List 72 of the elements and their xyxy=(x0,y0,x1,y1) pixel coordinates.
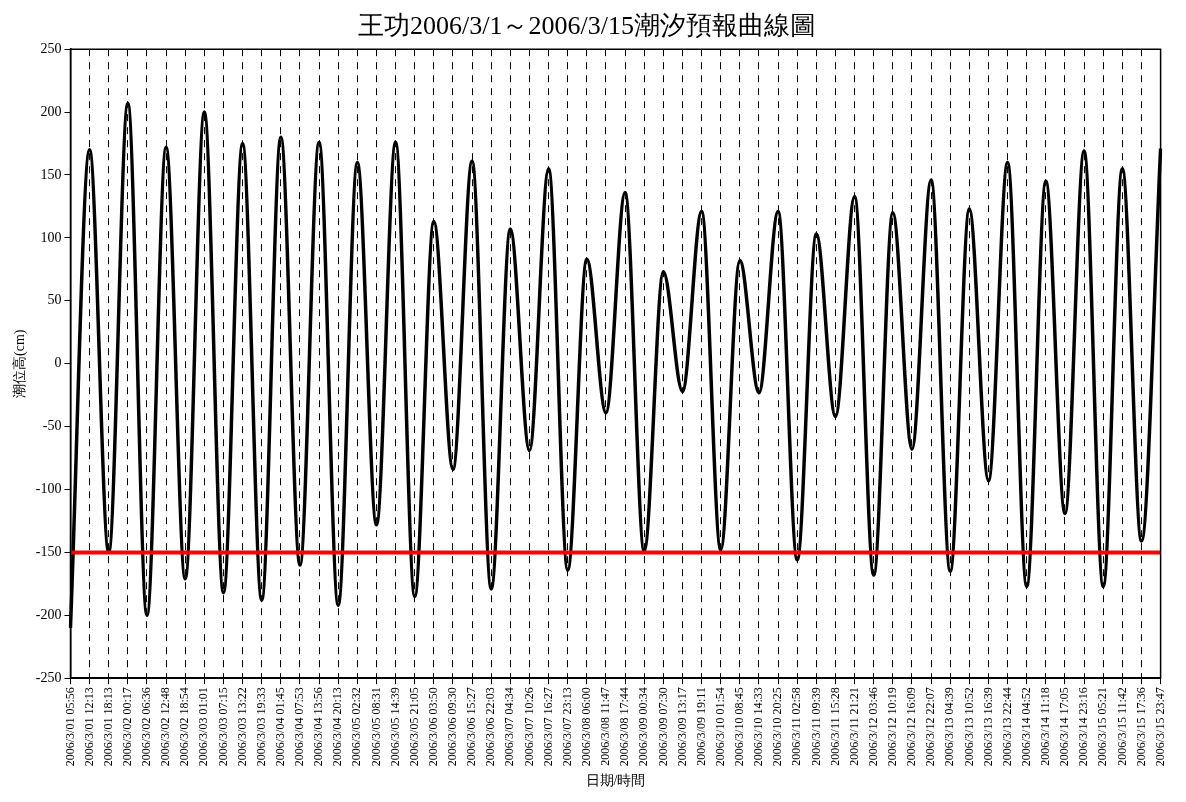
y-tick-label: -250 xyxy=(35,669,62,685)
x-tick-label: 2006/3/06 22:03 xyxy=(483,687,498,767)
y-tick-label: -200 xyxy=(35,606,62,622)
x-tick-label: 2006/3/02 00:17 xyxy=(119,687,134,767)
x-tick-label: 2006/3/06 03:50 xyxy=(426,687,440,767)
x-tick-label: 2006/3/13 04:39 xyxy=(942,687,957,767)
y-tick-label: 150 xyxy=(40,166,62,182)
x-tick-label: 2006/3/03 01:01 xyxy=(196,687,211,767)
y-tick-label: 200 xyxy=(40,103,62,119)
x-tick-label: 2006/3/15 05:21 xyxy=(1095,687,1110,767)
y-tick-label: 50 xyxy=(47,292,62,308)
x-tick-label: 2006/3/09 07:30 xyxy=(655,687,670,767)
x-tick-label: 2006/3/04 01:45 xyxy=(273,687,287,767)
x-tick-label: 2006/3/02 06:36 xyxy=(139,687,154,767)
x-tick-label: 2006/3/05 08:31 xyxy=(368,687,383,767)
x-tick-label: 2006/3/14 11:18 xyxy=(1038,687,1052,766)
x-tick-label: 2006/3/10 01:54 xyxy=(712,687,727,767)
x-tick-label: 2006/3/02 18:54 xyxy=(177,687,192,767)
x-tick-label: 2006/3/11 21:21 xyxy=(846,687,861,766)
x-tick-label: 2006/3/07 23:13 xyxy=(559,687,574,767)
x-tick-label: 2006/3/11 02:58 xyxy=(789,687,804,766)
y-tick-label: 100 xyxy=(40,229,62,245)
x-tick-label: 2006/3/08 17:44 xyxy=(617,687,632,767)
y-tick-label: -100 xyxy=(35,481,62,497)
x-tick-label: 2006/3/09 19:11 xyxy=(693,687,708,766)
x-tick-label: 2006/3/01 05:56 xyxy=(62,687,77,767)
x-tick-label: 2006/3/06 09:30 xyxy=(445,687,460,767)
x-tick-label: 2006/3/06 15:27 xyxy=(464,687,479,767)
y-tick-label: -50 xyxy=(42,418,62,434)
x-tick-label: 2006/3/03 19:33 xyxy=(253,687,268,767)
chart-title: 王功2006/3/1～2006/3/15潮汐預報曲線圖 xyxy=(358,11,816,41)
x-tick-label: 2006/3/10 14:33 xyxy=(751,687,766,767)
x-tick-label: 2006/3/01 12:13 xyxy=(81,687,96,767)
x-tick-label: 2006/3/11 09:39 xyxy=(808,687,823,766)
x-tick-label: 2006/3/04 13:56 xyxy=(311,687,326,767)
x-tick-label: 2006/3/04 07:53 xyxy=(292,687,307,767)
x-tick-label: 2006/3/12 03:46 xyxy=(865,687,880,767)
x-axis-title: 日期/時間 xyxy=(585,773,646,789)
y-tick-label: 0 xyxy=(54,355,62,371)
x-tick-label: 2006/3/05 14:39 xyxy=(387,687,402,767)
x-tick-label: 2006/3/11 15:28 xyxy=(827,687,842,766)
x-tick-label: 2006/3/05 02:32 xyxy=(349,687,364,767)
x-tick-label: 2006/3/07 04:34 xyxy=(502,687,517,767)
x-tick-label: 2006/3/10 08:45 xyxy=(732,687,746,767)
x-tick-label: 2006/3/08 06:00 xyxy=(579,687,593,767)
x-tick-label: 2006/3/03 13:22 xyxy=(234,687,249,767)
x-tick-label: 2006/3/12 10:19 xyxy=(885,687,899,767)
x-tick-label: 2006/3/14 17:05 xyxy=(1057,687,1072,767)
x-tick-label: 2006/3/05 21:05 xyxy=(406,687,421,767)
x-tick-label: 2006/3/10 20:25 xyxy=(770,687,785,767)
x-tick-label: 2006/3/02 12:48 xyxy=(158,687,173,767)
x-tick-label: 2006/3/14 04:52 xyxy=(1018,687,1033,767)
y-axis-title: 潮位高(cm) xyxy=(12,329,29,398)
x-tick-label: 2006/3/15 17:36 xyxy=(1133,687,1148,767)
x-tick-label: 2006/3/01 18:13 xyxy=(100,687,115,767)
x-tick-label: 2006/3/09 00:34 xyxy=(636,687,651,767)
x-tick-label: 2006/3/13 10:52 xyxy=(961,687,976,767)
x-tick-label: 2006/3/12 16:09 xyxy=(904,687,919,767)
x-tick-label: 2006/3/13 22:44 xyxy=(999,687,1014,767)
x-tick-label: 2006/3/08 11:47 xyxy=(598,687,613,766)
x-tick-label: 2006/3/09 13:17 xyxy=(674,687,689,767)
x-tick-label: 2006/3/12 22:07 xyxy=(923,687,938,767)
x-tick-label: 2006/3/15 23:47 xyxy=(1152,687,1167,767)
x-tick-label: 2006/3/07 10:26 xyxy=(521,687,536,767)
y-tick-label: 250 xyxy=(40,40,62,56)
x-tick-label: 2006/3/04 20:13 xyxy=(330,687,345,767)
x-tick-label: 2006/3/03 07:15 xyxy=(215,687,230,767)
y-tick-label: -150 xyxy=(35,544,62,560)
x-tick-label: 2006/3/07 16:27 xyxy=(540,687,555,767)
x-tick-label: 2006/3/13 16:39 xyxy=(980,687,995,767)
x-tick-label: 2006/3/14 23:16 xyxy=(1076,687,1091,767)
x-tick-label: 2006/3/15 11:42 xyxy=(1114,687,1129,766)
